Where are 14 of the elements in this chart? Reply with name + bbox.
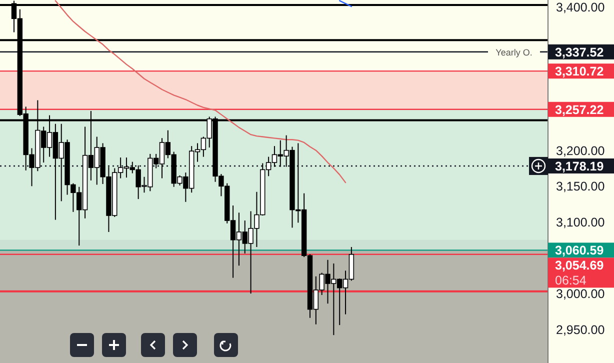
y-tick-label: 3,400.00 bbox=[556, 0, 605, 15]
ref-line-label: 3,054.69 06:54 bbox=[555, 258, 604, 288]
ref-line-label: 3,310.72 bbox=[555, 64, 604, 79]
ref-line-label: 3,257.22 bbox=[555, 102, 604, 117]
y-tick-label: 3,000.00 bbox=[556, 287, 605, 302]
annotation: Yearly O. bbox=[496, 47, 532, 58]
y-tick-label: 3,100.00 bbox=[556, 215, 605, 230]
line-series bbox=[54, 0, 346, 184]
y-tick-label: 3,150.00 bbox=[556, 180, 605, 194]
ref-line-label: 3,337.52 bbox=[555, 45, 604, 60]
y-tick-label: 2,950.00 bbox=[556, 322, 605, 337]
ref-line-label: 3,060.59 bbox=[555, 244, 604, 258]
ref-line-label: 3,178.19 bbox=[555, 159, 604, 174]
y-tick-label: 3,200.00 bbox=[556, 144, 605, 158]
